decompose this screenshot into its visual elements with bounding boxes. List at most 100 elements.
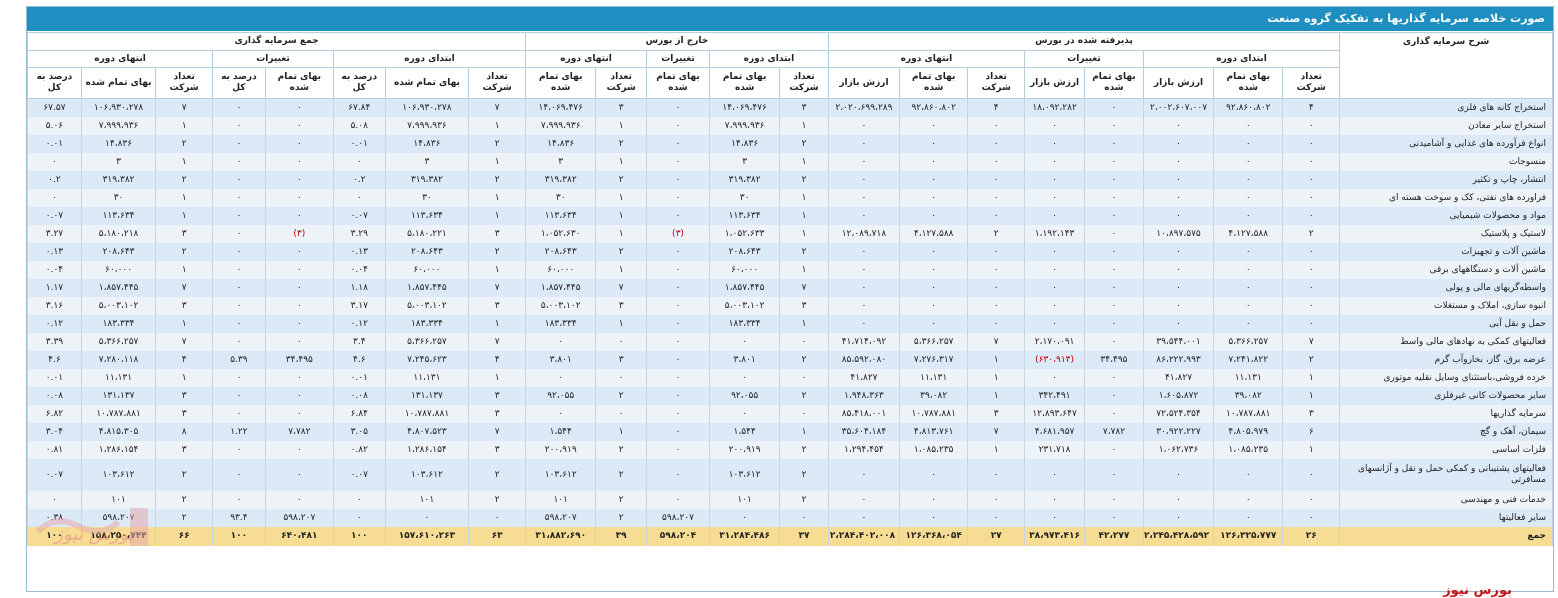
table-cell: ۲۶	[1282, 527, 1341, 546]
table-cell: ۳۱،۸۸۲،۶۹۰	[525, 527, 597, 546]
table-cell: ۰	[645, 459, 711, 491]
table-cell: ۳.۰۵	[332, 423, 386, 441]
table-cell: ۰	[1213, 279, 1284, 297]
table-cell: ۰	[1282, 297, 1341, 315]
table-cell: ۱۸۳،۳۳۴	[708, 315, 781, 333]
table-cell: ۸۵،۵۹۲،۰۸۰	[827, 351, 901, 369]
table-cell: ۲،۲۸۴،۴۰۲،۰۰۸	[827, 527, 901, 546]
table-cell: ۲،۰۲۰،۶۹۹،۲۸۹	[827, 98, 901, 117]
table-cell: ۰.۳۸	[27, 509, 82, 527]
table-cell: ۰	[708, 333, 781, 351]
table-cell: ۰	[264, 441, 334, 459]
table-cell: ۰	[27, 189, 82, 207]
table-cell: ۳۰،۹۲۲،۲۲۷	[1142, 423, 1215, 441]
table-cell: ۲	[779, 171, 829, 189]
table-cell: ۶۷.۸۴	[332, 98, 386, 117]
table-cell: ۰	[525, 333, 597, 351]
table-cell: ۰	[1282, 509, 1341, 527]
table-cell: ۱	[155, 207, 214, 225]
table-cell: ۱	[595, 315, 647, 333]
table-cell: ۴،۸۰۷،۵۲۳	[384, 423, 470, 441]
header-desc: شرح سرمایه گذاری	[1339, 32, 1553, 99]
table-cell: ۰	[779, 333, 829, 351]
table-cell: ۳	[155, 405, 214, 423]
table-cell: ۳،۸۰۱	[708, 351, 781, 369]
header-listed-end: انتهای دوره	[827, 50, 1026, 68]
table-cell: ۱۳۱،۱۳۷	[80, 387, 157, 405]
table-cell: ۰	[1084, 243, 1144, 261]
table-cell: ۰	[1213, 509, 1284, 527]
table-cell: ۰	[827, 279, 901, 297]
table-cell: ۰	[645, 405, 711, 423]
table-cell: ۱	[155, 189, 214, 207]
table-cell: ۰	[595, 333, 647, 351]
row-description: استخراج سایر معادن	[1339, 117, 1553, 135]
table-cell: ۳	[779, 297, 829, 315]
table-cell: ۹۲،۰۵۵	[525, 387, 597, 405]
table-cell: ۰	[212, 315, 266, 333]
table-cell: ۰	[1084, 98, 1144, 117]
table-row: استخراج کانه های فلزی ۴ ۹۲،۸۶۰،۸۰۲ ۲،۰۰۲،۶۰…	[27, 98, 1553, 117]
table-cell: ۰	[332, 153, 386, 171]
table-cell: ۲	[779, 441, 829, 459]
table-row: خدمات فنی و مهندسی ۰ ۰ ۰ ۰ ۰ ۰ ۰ ۰ ۲ ۱۰۱ ۰ ۲ ۱۰۱ ۲ ۱۰۱ ۰…	[27, 491, 1553, 509]
table-cell: ۳۱۹،۳۸۲	[708, 171, 781, 189]
table-cell: ۱	[967, 387, 1026, 405]
row-description: حمل و نقل آبی	[1339, 315, 1553, 333]
table-cell: ۲	[1282, 225, 1341, 243]
row-description: عرضه برق، گاز، بخاروآب گرم	[1339, 351, 1553, 369]
table-cell: ۰	[212, 333, 266, 351]
table-cell: ۷،۹۹۹،۹۳۶	[708, 117, 781, 135]
table-cell: ۰	[827, 171, 901, 189]
table-cell: ۹۲،۸۶۰،۸۰۲	[899, 98, 969, 117]
row-description: سایر فعالیتها	[1339, 509, 1553, 527]
table-cell: ۲۰۸،۶۴۳	[80, 243, 157, 261]
table-cell: ۰	[1084, 509, 1144, 527]
table-cell: ۰	[1024, 509, 1086, 527]
table-cell: ۰	[212, 441, 266, 459]
table-cell: ۰	[645, 98, 711, 117]
table-cell: ۱	[468, 153, 527, 171]
table-cell: ۰	[967, 279, 1026, 297]
table-cell: ۲	[468, 491, 527, 509]
table-cell: ۰	[899, 315, 969, 333]
table-cell: ۰	[1142, 135, 1215, 153]
table-cell: ۰	[1024, 297, 1086, 315]
table-cell: ۰	[264, 153, 334, 171]
table-cell: ۱۰۱	[708, 491, 781, 509]
row-description: مواد و محصولات شیمیایی	[1339, 207, 1553, 225]
table-cell: ۰	[212, 135, 266, 153]
row-description: انواع فرآورده های غذایی و آشامیدنی	[1339, 135, 1553, 153]
table-cell: ۰	[1084, 171, 1144, 189]
table-cell: ۱.۱۸	[332, 279, 386, 297]
table-cell: ۰	[645, 387, 711, 405]
table-cell: ۱	[595, 207, 647, 225]
table-cell: ۳	[155, 225, 214, 243]
row-description: سیمان، آهک و گچ	[1339, 423, 1553, 441]
table-cell: ۳،۸۰۱	[525, 351, 597, 369]
table-cell: ۱	[155, 153, 214, 171]
table-cell: ۰	[645, 207, 711, 225]
table-cell: ۲	[155, 243, 214, 261]
table-cell: ۰	[212, 117, 266, 135]
table-cell: ۰	[1282, 135, 1341, 153]
table-cell: ۰	[264, 207, 334, 225]
table-cell: ۳۴،۴۹۵	[264, 351, 334, 369]
table-cell: ۱	[967, 369, 1026, 387]
table-cell: ۱۸۳،۳۳۴	[384, 315, 470, 333]
table-cell: ۲،۰۰۲،۶۰۷،۰۰۷	[1142, 98, 1215, 117]
table-cell: ۴،۱۲۷،۵۸۸	[899, 225, 969, 243]
table-cell: ۱،۱۹۲،۱۴۳	[1024, 225, 1086, 243]
header-percent: درصد به کل	[332, 67, 386, 99]
table-cell: ۰.۰۸	[332, 387, 386, 405]
table-cell: ۳.۲۹	[332, 225, 386, 243]
table-cell: ۵،۰۰۳،۱۰۲	[80, 297, 157, 315]
table-cell: ۰	[595, 369, 647, 387]
table-cell: ۳.۰۴	[27, 423, 82, 441]
table-cell: ۰	[27, 153, 82, 171]
table-cell: ۳	[468, 441, 527, 459]
header-count: تعداد شرکت	[1282, 67, 1341, 99]
table-cell: ۰.۱۳	[332, 243, 386, 261]
table-cell: ۱۲۶،۳۲۵،۷۷۷	[1213, 527, 1284, 546]
table-cell: ۴۱،۷۱۴،۰۹۲	[827, 333, 901, 351]
